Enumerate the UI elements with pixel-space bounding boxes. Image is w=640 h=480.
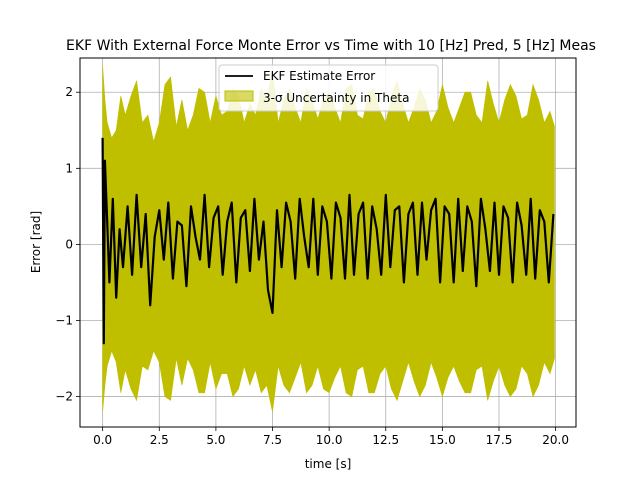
x-tick-label: 12.5 xyxy=(372,433,399,447)
legend-band-swatch xyxy=(224,90,254,102)
y-tick-label: −1 xyxy=(55,313,73,327)
x-tick-label: 15.0 xyxy=(429,433,456,447)
y-tick-label: 2 xyxy=(65,85,73,99)
legend: EKF Estimate Error 3-σ Uncertainty in Th… xyxy=(218,64,439,112)
x-tick-label: 20.0 xyxy=(542,433,569,447)
x-tick-label: 7.5 xyxy=(263,433,282,447)
y-tick-label: −2 xyxy=(55,390,73,404)
x-tick-label: 17.5 xyxy=(486,433,513,447)
y-tick-label: 1 xyxy=(65,161,73,175)
x-tick-label: 0.0 xyxy=(93,433,112,447)
y-axis-ticks: −2 −1 0 1 2 xyxy=(55,85,80,404)
plot-frame xyxy=(79,57,577,428)
x-axis-label: time [s] xyxy=(305,457,352,471)
error-line xyxy=(101,137,555,345)
x-tick-label: 5.0 xyxy=(206,433,225,447)
legend-label-uncertainty: 3-σ Uncertainty in Theta xyxy=(263,91,409,105)
plot-area xyxy=(79,57,577,428)
legend-box xyxy=(218,64,439,112)
x-axis-ticks: 0.0 2.5 5.0 7.5 10.0 12.5 15.0 17.5 20.0 xyxy=(93,427,569,447)
y-axis-label: Error [rad] xyxy=(29,211,43,273)
chart-title: EKF With External Force Monte Error vs T… xyxy=(66,38,596,54)
x-tick-label: 10.0 xyxy=(316,433,343,447)
error-line-layer xyxy=(101,137,555,345)
y-tick-label: 0 xyxy=(65,237,73,251)
x-tick-label: 2.5 xyxy=(150,433,169,447)
legend-label-error: EKF Estimate Error xyxy=(263,69,375,83)
